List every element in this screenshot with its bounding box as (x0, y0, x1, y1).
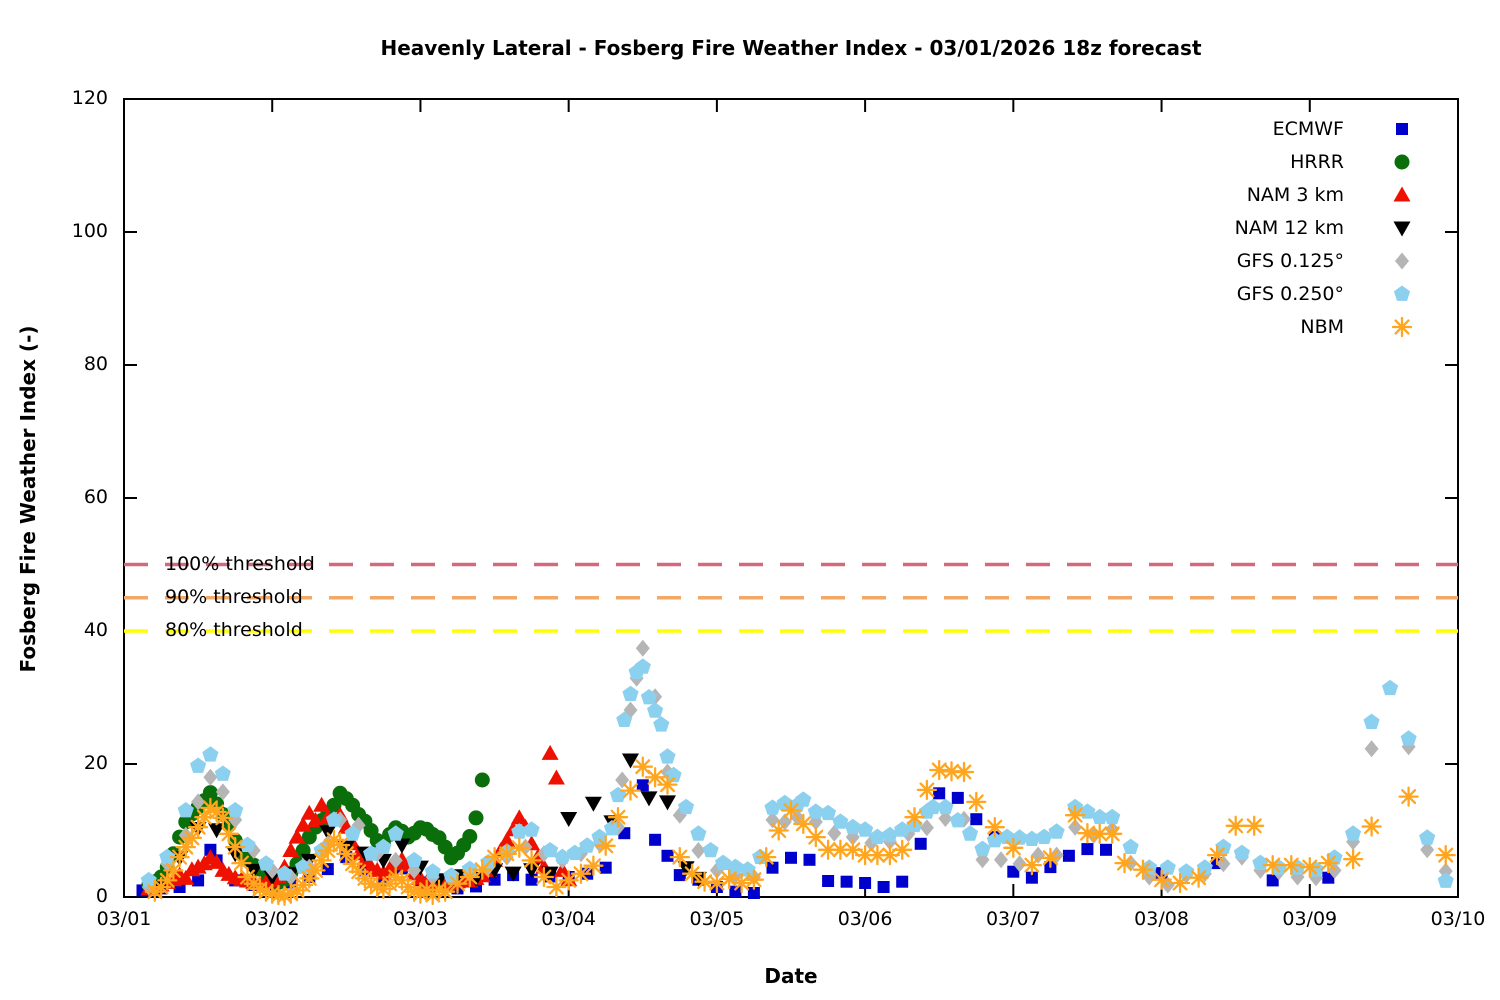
series-nbm (144, 756, 1456, 906)
series-gfs-0-125- (141, 639, 1453, 896)
legend-item-hrrr: HRRR (1235, 145, 1414, 178)
legend: ECMWF HRRR NAM 3 km NAM 12 km GFS 0.125° GFS … (1235, 112, 1414, 343)
legend-label: HRRR (1290, 150, 1344, 173)
x-tick-label: 03/01 (96, 908, 152, 930)
chart-title: Heavenly Lateral - Fosberg Fire Weather … (380, 36, 1202, 60)
x-tick-label: 03/07 (985, 908, 1041, 930)
legend-marker-icon (1394, 154, 1410, 169)
y-tick-label: 80 (83, 353, 108, 375)
legend-item-gfs-0-125-: GFS 0.125° (1235, 244, 1414, 277)
legend-label: GFS 0.250° (1236, 282, 1344, 305)
y-tick-label: 120 (71, 87, 108, 109)
legend-label: GFS 0.125° (1236, 249, 1344, 272)
legend-label: NAM 12 km (1234, 216, 1344, 239)
y-tick-label: 0 (95, 885, 108, 907)
x-tick-label: 03/06 (837, 908, 893, 930)
threshold-label: 100% threshold (165, 552, 315, 575)
legend-marker-icon (1395, 252, 1409, 269)
y-tick-label: 40 (83, 619, 108, 641)
threshold-label: 90% threshold (165, 585, 303, 608)
x-tick-label: 03/03 (393, 908, 448, 930)
y-tick-label: 20 (83, 752, 108, 774)
legend-item-gfs-0-250-: GFS 0.250° (1235, 277, 1414, 310)
y-tick-label: 60 (83, 486, 108, 508)
legend-item-ecmwf: ECMWF (1235, 112, 1414, 145)
legend-item-nam-12-km: NAM 12 km (1235, 211, 1414, 244)
x-tick-label: 03/09 (1282, 908, 1338, 930)
x-tick-label: 03/02 (244, 908, 300, 930)
legend-marker-icon (1393, 186, 1411, 201)
x-tick-label: 03/04 (541, 908, 597, 930)
y-tick-label: 100 (71, 220, 108, 242)
legend-item-nbm: NBM (1235, 310, 1414, 343)
legend-marker-icon (1391, 316, 1413, 337)
legend-label: ECMWF (1272, 117, 1344, 140)
legend-item-nam-3-km: NAM 3 km (1235, 178, 1414, 211)
series-gfs-0-250- (140, 658, 1454, 888)
threshold-label: 80% threshold (165, 619, 303, 641)
legend-marker-icon (1396, 122, 1408, 135)
legend-label: NBM (1300, 315, 1344, 338)
legend-label: NAM 3 km (1246, 183, 1344, 206)
legend-marker-icon (1393, 285, 1411, 301)
x-axis-label: Date (764, 964, 818, 988)
x-tick-label: 03/05 (689, 908, 745, 930)
x-tick-label: 03/08 (1134, 908, 1189, 930)
x-tick-label: 03/10 (1430, 908, 1486, 930)
legend-marker-icon (1393, 221, 1411, 236)
